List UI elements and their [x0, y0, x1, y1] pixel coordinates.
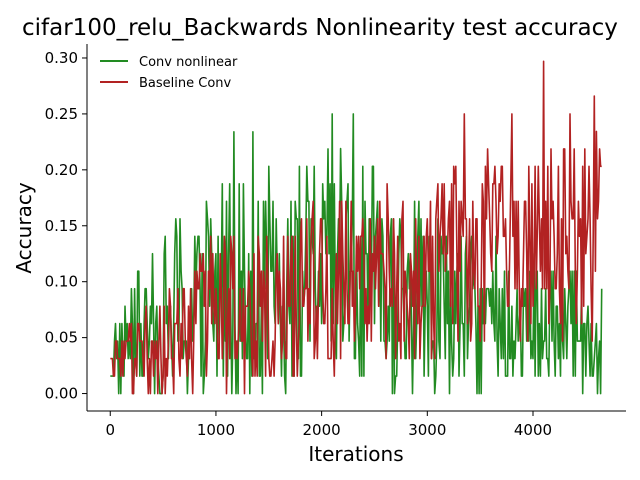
y-tick-label: 0.25	[45, 105, 78, 123]
x-ticks: 0 1000 2000 3000 4000	[105, 411, 552, 439]
x-tick-label: 0	[105, 421, 115, 439]
legend-label-conv-nonlinear: Conv nonlinear	[139, 55, 238, 70]
legend: Conv nonlinear Baseline Conv	[100, 55, 238, 91]
plot-area	[110, 60, 603, 395]
y-ticks: 0.00 0.05 0.10 0.15 0.20 0.25 0.30	[45, 49, 87, 403]
x-tick-label: 2000	[303, 421, 341, 439]
x-tick-label: 3000	[408, 421, 446, 439]
x-tick-label: 1000	[197, 421, 235, 439]
y-tick-label: 0.10	[45, 273, 78, 291]
y-tick-label: 0.00	[45, 385, 78, 403]
y-tick-label: 0.05	[45, 329, 78, 347]
series-layer	[110, 60, 603, 395]
legend-label-baseline-conv: Baseline Conv	[139, 76, 232, 91]
x-tick-label: 4000	[514, 421, 552, 439]
y-axis-title: Accuracy	[12, 182, 36, 273]
chart-title: cifar100_relu_Backwards Nonlinearity tes…	[22, 15, 618, 41]
x-axis-title: Iterations	[308, 442, 403, 466]
series-line-baseline-conv	[110, 60, 602, 395]
y-tick-label: 0.20	[45, 161, 78, 179]
y-tick-label: 0.30	[45, 49, 78, 67]
y-tick-label: 0.15	[45, 217, 78, 235]
